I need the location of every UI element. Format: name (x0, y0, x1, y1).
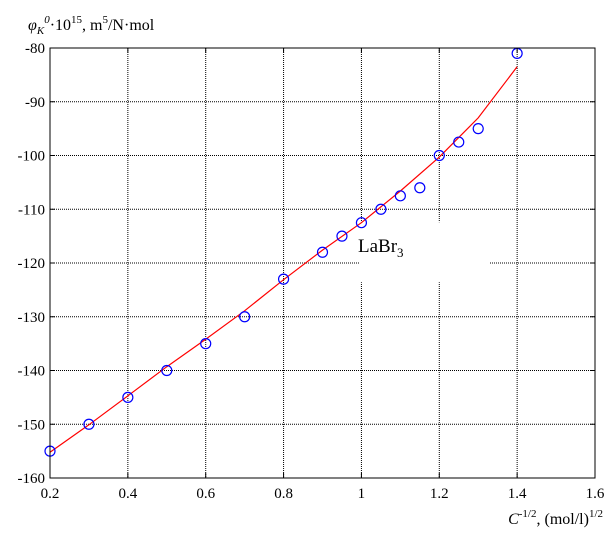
fit-line-layer (49, 66, 518, 453)
x-tick-label: 0.4 (118, 486, 137, 502)
data-point (161, 364, 173, 377)
data-point (453, 136, 465, 148)
y-axis-label-factor-exp: 15 (71, 14, 83, 26)
data-point (122, 391, 134, 403)
x-tick-label: 0.2 (41, 486, 60, 502)
y-tick-label: -150 (18, 417, 46, 433)
y-axis-label-unit-post: /N·mol (108, 17, 155, 34)
series-label-main: LaBr (358, 236, 398, 257)
y-tick-labels: -160 -150 -140 -130 -120 -110 -100 -90 -80 (18, 41, 46, 487)
y-tick-label: -140 (18, 364, 46, 380)
y-axis-label-unit-pre: , m (82, 17, 103, 34)
x-tick-labels: 0.2 0.4 0.6 0.8 1 1.2 1.4 1.6 (41, 486, 605, 502)
y-tick-label: -120 (18, 256, 46, 272)
x-tick-label: 1.4 (508, 486, 527, 502)
y-tick-label: -130 (18, 310, 46, 326)
x-tick-label: 1.2 (430, 486, 449, 502)
annotation-background (359, 222, 490, 283)
series-label-subscript: 3 (397, 245, 404, 260)
y-tick-label: -100 (18, 149, 46, 165)
x-axis-label-symbol-exp: -1/2 (519, 508, 537, 520)
data-point (355, 217, 368, 229)
y-tick-label: -110 (18, 202, 45, 218)
x-tick-label: 1 (358, 486, 366, 502)
x-axis-label-symbol: C (508, 511, 519, 528)
y-axis-label-symbol-sub: K (36, 25, 45, 37)
data-point (83, 418, 95, 430)
y-tick-label: -160 (18, 471, 46, 487)
series-label: LaBr3 (358, 236, 404, 260)
y-axis-label-unit-exp: 5 (102, 14, 108, 26)
data-point (394, 190, 406, 202)
x-axis-label-unit-exp: 1/2 (589, 508, 603, 520)
x-tick-label: 0.6 (196, 486, 215, 502)
data-point (200, 338, 212, 350)
x-axis-label: C-1/2, (mol/l)1/2 (508, 508, 603, 528)
data-point (316, 246, 329, 258)
x-tick-label: 0.8 (274, 486, 293, 502)
y-axis-label: φK0·1015, m5/N·mol (28, 14, 155, 37)
data-point (433, 149, 445, 162)
data-point (375, 203, 387, 215)
data-point (239, 311, 251, 323)
y-axis-label-symbol-sup: 0 (44, 14, 50, 26)
y-axis-label-factor: ·10 (50, 17, 71, 34)
y-tick-label: -80 (25, 41, 45, 57)
x-axis-label-unit: , (mol/l) (537, 511, 589, 528)
x-tick-label: 1.6 (586, 486, 605, 502)
fit-line (49, 66, 518, 453)
data-points-layer (44, 47, 523, 457)
y-axis-label-symbol: φ (28, 17, 37, 34)
data-point (414, 182, 426, 194)
data-point (277, 273, 290, 285)
data-point (472, 123, 484, 135)
label-background (359, 222, 490, 283)
data-point (336, 230, 348, 242)
ticks (49, 47, 596, 479)
y-tick-label: -90 (25, 95, 45, 111)
